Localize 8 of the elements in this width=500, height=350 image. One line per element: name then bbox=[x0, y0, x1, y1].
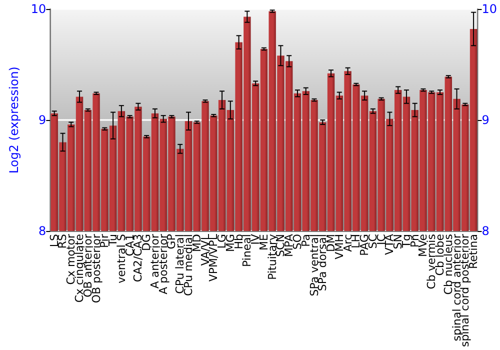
y2-tick-label: 10 bbox=[482, 2, 498, 16]
y-axis-title: Log2 (expression) bbox=[7, 66, 21, 174]
y-tick-label: 9 bbox=[38, 113, 46, 128]
y-tick-label: 10 bbox=[30, 2, 46, 16]
y-tick-label: 8 bbox=[38, 224, 46, 238]
x-tick-label: Retina bbox=[467, 234, 480, 270]
y2-tick-label: 9 bbox=[482, 113, 490, 128]
y2-tick-label: 8 bbox=[482, 224, 490, 238]
